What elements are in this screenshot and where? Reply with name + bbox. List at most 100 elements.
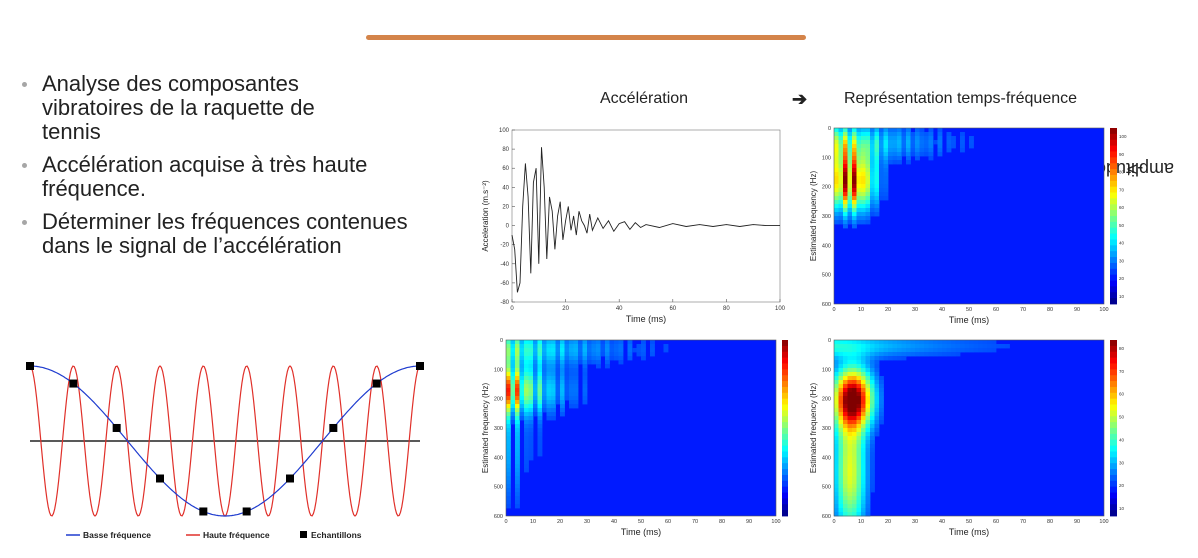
heatmap-cell	[901, 144, 907, 149]
heatmap-cell	[843, 380, 848, 385]
heatmap-cell	[865, 180, 871, 185]
heatmap-cell	[569, 340, 574, 345]
heatmap-cell	[524, 436, 529, 441]
heatmap-cell	[879, 152, 884, 157]
heatmap-cell	[847, 372, 853, 377]
heatmap-cell	[883, 344, 889, 349]
heatmap-cell	[856, 220, 862, 225]
heatmap-cell	[838, 216, 844, 221]
heatmap-cell	[838, 360, 844, 365]
heatmap-cell	[838, 476, 844, 481]
x-tick-label: 60	[665, 519, 671, 525]
heatmap-cell	[874, 404, 880, 409]
heatmap-cell	[515, 392, 520, 397]
heatmap-cell	[834, 452, 839, 457]
heatmap-cell	[870, 428, 875, 433]
heatmap-cell	[843, 432, 848, 437]
heatmap-cell	[546, 344, 552, 349]
heatmap-cell	[856, 180, 862, 185]
heatmap-cell	[852, 428, 857, 433]
heatmap-cell	[838, 140, 844, 145]
heatmap-cell	[591, 348, 597, 353]
heatmap-cell	[906, 132, 911, 137]
heatmap-cell	[865, 420, 871, 425]
heatmap-cell	[861, 364, 866, 369]
heatmap-cell	[582, 372, 588, 377]
heatmap-cell	[834, 448, 839, 453]
heatmap-cell	[852, 340, 857, 345]
heatmap-cell	[1005, 344, 1010, 349]
heatmap-cell	[843, 348, 848, 353]
heatmap-cell	[555, 360, 561, 365]
heatmap-cell	[852, 508, 857, 513]
heatmap-cell	[834, 512, 839, 517]
heatmap-cell	[551, 360, 556, 365]
heatmap-cell	[856, 400, 862, 405]
heatmap-cell	[650, 352, 655, 357]
heatmap-cell	[515, 344, 520, 349]
heatmap-cell	[847, 368, 853, 373]
heatmap-cell	[843, 200, 848, 205]
heatmap-cell	[542, 408, 547, 413]
heatmap-cell	[515, 456, 520, 461]
y-tick-label: 60	[502, 166, 509, 172]
x-tick-label: 0	[832, 519, 835, 525]
heatmap-cell	[928, 128, 934, 133]
heatmap-cell	[843, 448, 848, 453]
heatmap-cell	[519, 408, 525, 413]
heatmap-cell	[861, 220, 866, 225]
heatmap-cell	[861, 368, 866, 373]
heatmap-cell	[906, 156, 911, 161]
heatmap-cell	[847, 152, 853, 157]
heatmap-cell	[528, 408, 534, 413]
heatmap-cell	[982, 348, 988, 353]
x-axis-label: Time (ms)	[949, 315, 989, 325]
heatmap-cell	[569, 356, 574, 361]
heatmap-cell	[510, 396, 516, 401]
colorbar-segment	[1110, 174, 1117, 182]
heatmap-cell	[879, 392, 884, 397]
heatmap-cell	[537, 364, 543, 369]
heatmap-cell	[834, 356, 839, 361]
colorbar-segment	[782, 416, 788, 423]
heatmap-cell	[506, 492, 511, 497]
heatmap-cell	[843, 496, 848, 501]
heatmap-cell	[888, 344, 893, 349]
heatmap-cell	[533, 404, 538, 409]
heatmap-cell	[834, 444, 839, 449]
heatmap-cell	[838, 424, 844, 429]
heatmap-cell	[555, 368, 561, 373]
heatmap-cell	[978, 344, 983, 349]
colorbar-segment	[1110, 457, 1117, 464]
x-tick-label: 50	[966, 307, 972, 313]
heatmap-cell	[847, 376, 853, 381]
heatmap-cell	[573, 348, 579, 353]
x-tick-label: 80	[723, 306, 730, 312]
colorbar-segment	[1110, 416, 1117, 423]
heatmap-cell	[888, 140, 893, 145]
heatmap-cell	[861, 468, 866, 473]
colorbar-segment	[782, 392, 788, 400]
heatmap-cell	[663, 344, 669, 349]
heatmap-cell	[915, 132, 920, 137]
heatmap-cell	[838, 208, 844, 213]
heatmap-cell	[937, 340, 943, 345]
heatmap-cell	[515, 476, 520, 481]
heatmap-cell	[865, 128, 871, 133]
colorbar-segment	[782, 345, 788, 353]
heatmap-cell	[874, 168, 880, 173]
heatmap-cell	[897, 344, 902, 349]
heatmap-cell	[843, 392, 848, 397]
heatmap-cell	[879, 384, 884, 389]
colorbar-segment	[782, 439, 788, 446]
heatmap-cell	[924, 152, 929, 157]
heatmap-cell	[838, 456, 844, 461]
x-tick-label: 40	[616, 306, 623, 312]
heatmap-cell	[870, 176, 875, 181]
heatmap-cell	[955, 340, 961, 345]
heatmap-cell	[569, 392, 574, 397]
heatmap-cell	[915, 152, 920, 157]
y-tick-label: 300	[494, 426, 503, 432]
heatmap-cell	[852, 356, 857, 361]
bullet-dot	[22, 220, 27, 225]
